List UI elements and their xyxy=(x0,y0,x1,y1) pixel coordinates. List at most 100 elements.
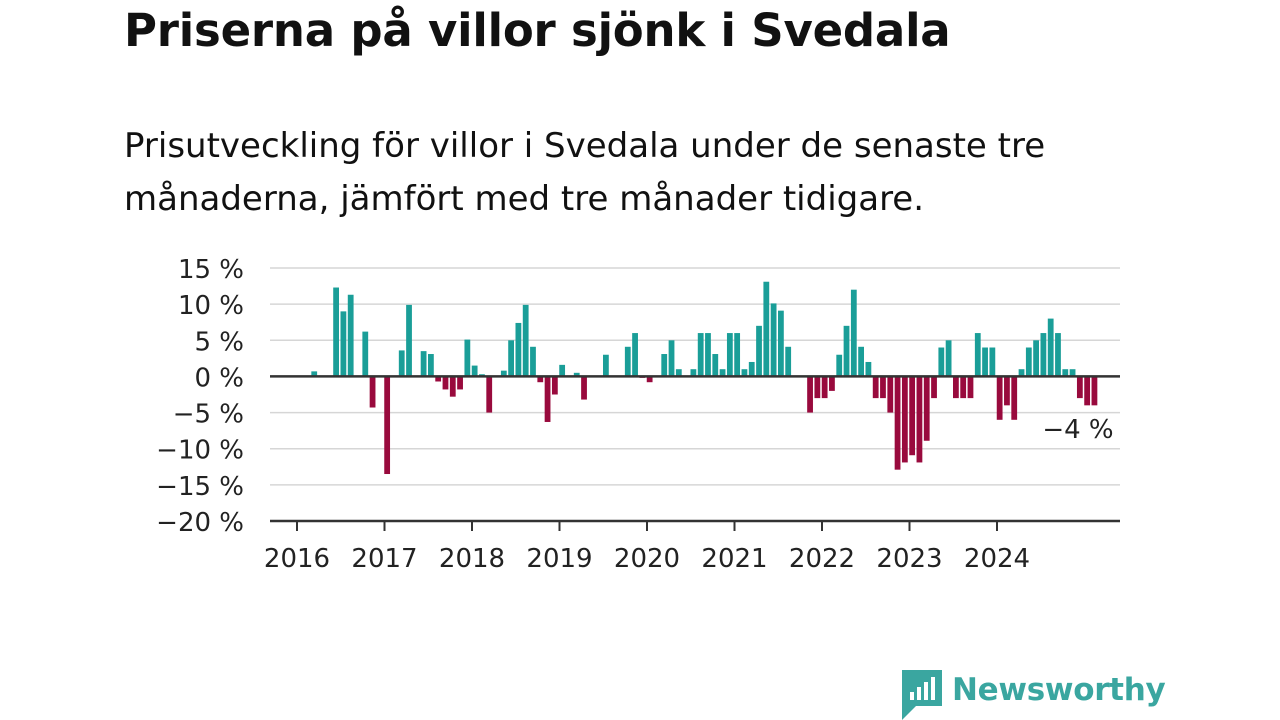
bar xyxy=(1018,369,1025,377)
bar xyxy=(778,310,784,377)
bar xyxy=(449,376,456,397)
bar xyxy=(1091,376,1098,406)
bar xyxy=(1076,376,1083,399)
bar xyxy=(428,354,434,377)
bar xyxy=(836,354,843,377)
bar-chart: 15 % 10 % 5 % 0 % −5 % −10 % −15 % −20 % 2016 201… xyxy=(156,255,1120,574)
bar xyxy=(311,371,318,377)
bar xyxy=(974,333,981,377)
bar xyxy=(982,347,988,377)
y-tick-label: 10 % xyxy=(178,291,244,321)
bar xyxy=(1055,333,1061,377)
bar xyxy=(581,376,587,400)
x-tick-label: 2019 xyxy=(526,544,592,574)
bar xyxy=(938,347,945,377)
bar xyxy=(1040,333,1047,377)
bar xyxy=(748,361,755,377)
x-tick-label: 2023 xyxy=(876,544,942,574)
bar xyxy=(603,354,609,377)
bar xyxy=(785,346,792,377)
y-tick-label: −15 % xyxy=(156,472,244,502)
bar xyxy=(909,376,916,456)
last-value-annotation: −4 % xyxy=(1042,415,1113,445)
bar xyxy=(923,376,930,441)
bar xyxy=(559,364,566,377)
bar xyxy=(347,294,354,377)
bar xyxy=(814,376,821,399)
bar xyxy=(763,281,770,377)
bar xyxy=(668,340,675,377)
bar xyxy=(530,346,536,377)
bar xyxy=(872,376,879,399)
bar xyxy=(362,331,369,377)
bar xyxy=(931,376,937,399)
bar xyxy=(887,376,894,413)
x-tick-label: 2016 xyxy=(264,544,330,574)
bar xyxy=(807,376,813,413)
bar xyxy=(369,376,376,408)
y-tick-label: 0 % xyxy=(194,363,244,393)
bar xyxy=(858,346,864,377)
bar xyxy=(1025,347,1032,377)
bar xyxy=(719,369,726,377)
bar xyxy=(537,376,544,383)
bar xyxy=(632,333,638,377)
bar xyxy=(960,376,967,399)
bar xyxy=(515,322,522,377)
bar xyxy=(442,376,449,390)
bar xyxy=(420,351,427,377)
bar xyxy=(398,350,405,377)
bar xyxy=(945,340,952,377)
bar xyxy=(333,287,339,377)
newsworthy-logo: Newsworthy xyxy=(902,670,1166,720)
y-tick-label: −10 % xyxy=(156,436,244,466)
bar xyxy=(989,347,996,377)
bar xyxy=(916,376,923,463)
bar xyxy=(1033,340,1039,377)
y-tick-label: 15 % xyxy=(178,255,244,285)
bar xyxy=(1004,376,1010,406)
bar xyxy=(756,325,762,377)
bar xyxy=(1047,318,1054,377)
bar xyxy=(457,376,463,390)
bar xyxy=(1084,376,1091,406)
bar xyxy=(661,354,668,377)
bars xyxy=(311,281,1098,475)
bar xyxy=(675,369,682,377)
bar xyxy=(406,304,412,377)
bar xyxy=(850,289,857,377)
brand-name: Newsworthy xyxy=(952,672,1166,708)
bar xyxy=(646,376,653,383)
bar xyxy=(705,333,711,377)
bar xyxy=(573,372,580,377)
bar xyxy=(880,376,886,399)
x-tick-label: 2018 xyxy=(439,544,505,574)
bar xyxy=(471,365,478,377)
bar xyxy=(770,303,777,377)
y-tick-label: 5 % xyxy=(194,327,244,357)
bar xyxy=(697,333,704,377)
bar xyxy=(340,311,347,377)
x-tick-label: 2021 xyxy=(701,544,767,574)
x-tick-label: 2022 xyxy=(789,544,855,574)
bar xyxy=(726,333,733,377)
bar xyxy=(821,376,828,399)
chart-subtitle: Prisutveckling för villor i Svedala unde… xyxy=(124,126,1046,219)
bar xyxy=(829,376,835,391)
bar xyxy=(967,376,974,399)
axis-labels: 15 % 10 % 5 % 0 % −5 % −10 % −15 % −20 % 2016 201… xyxy=(156,255,1113,574)
bar xyxy=(953,376,959,399)
bar xyxy=(843,325,850,377)
y-tick-label: −5 % xyxy=(173,400,244,430)
bar xyxy=(1069,369,1076,377)
bar xyxy=(486,376,493,413)
bar xyxy=(712,354,719,377)
bar xyxy=(1011,376,1018,420)
bar xyxy=(901,376,908,463)
bar xyxy=(544,376,551,422)
bar xyxy=(508,340,514,377)
bar xyxy=(1062,369,1069,377)
bar xyxy=(551,376,558,395)
bar xyxy=(741,369,748,377)
bar xyxy=(734,333,741,377)
